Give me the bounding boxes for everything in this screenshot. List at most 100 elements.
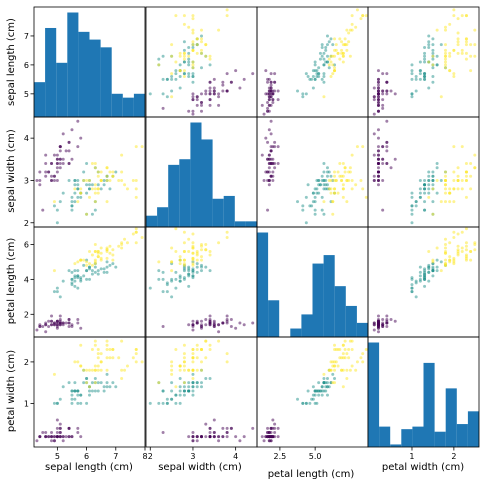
data-point bbox=[267, 178, 271, 182]
data-point bbox=[464, 195, 468, 199]
data-point bbox=[58, 435, 62, 439]
data-point bbox=[431, 66, 435, 70]
data-point bbox=[313, 77, 317, 81]
data-point bbox=[427, 267, 431, 271]
data-point bbox=[187, 265, 191, 269]
data-point bbox=[174, 393, 178, 397]
data-point bbox=[96, 272, 100, 276]
data-point bbox=[212, 430, 216, 434]
data-point bbox=[327, 66, 331, 70]
data-point bbox=[385, 314, 389, 318]
data-point bbox=[376, 69, 380, 73]
data-point bbox=[313, 393, 317, 397]
cell-frame bbox=[367, 336, 480, 448]
data-point bbox=[70, 128, 74, 132]
histogram-bar bbox=[379, 426, 391, 447]
data-point bbox=[238, 439, 242, 443]
data-point bbox=[195, 37, 199, 41]
data-point bbox=[96, 269, 100, 273]
x-tick-label: 5.0 bbox=[309, 452, 322, 461]
data-point bbox=[251, 426, 255, 430]
histogram-bar bbox=[268, 300, 280, 337]
data-point bbox=[427, 60, 431, 64]
data-point bbox=[111, 248, 115, 252]
data-point bbox=[324, 389, 328, 393]
y-tick-label: 2 bbox=[24, 219, 29, 228]
data-point bbox=[325, 54, 329, 58]
data-point bbox=[102, 270, 106, 274]
data-point bbox=[229, 325, 233, 329]
data-point bbox=[266, 106, 270, 110]
data-point bbox=[343, 43, 347, 47]
data-point bbox=[456, 244, 460, 248]
data-point bbox=[73, 279, 77, 283]
data-point bbox=[123, 237, 127, 241]
data-point bbox=[200, 40, 203, 44]
data-point bbox=[452, 200, 456, 204]
data-point bbox=[200, 28, 203, 32]
data-point bbox=[327, 368, 331, 372]
data-point bbox=[70, 397, 74, 401]
data-point bbox=[161, 430, 165, 434]
data-point bbox=[195, 258, 199, 262]
data-point bbox=[341, 385, 345, 389]
data-point bbox=[464, 248, 468, 252]
data-point bbox=[90, 183, 94, 187]
data-point bbox=[195, 368, 199, 372]
data-point bbox=[427, 46, 431, 50]
data-point bbox=[73, 269, 77, 273]
data-point bbox=[338, 347, 342, 351]
data-point bbox=[376, 101, 380, 105]
data-point bbox=[264, 136, 268, 140]
data-point bbox=[225, 235, 229, 239]
data-point bbox=[134, 360, 138, 364]
data-point bbox=[148, 401, 152, 405]
data-point bbox=[58, 295, 62, 299]
data-point bbox=[324, 46, 328, 50]
data-point bbox=[47, 170, 51, 174]
data-point bbox=[376, 145, 380, 149]
data-point bbox=[464, 244, 468, 248]
data-point bbox=[165, 77, 169, 81]
data-point bbox=[52, 435, 56, 439]
data-point bbox=[50, 323, 54, 327]
data-point bbox=[431, 200, 435, 204]
data-point bbox=[266, 208, 270, 212]
data-point bbox=[182, 389, 186, 393]
x-tick-label: 2 bbox=[148, 452, 153, 461]
data-point bbox=[317, 74, 321, 78]
data-point bbox=[76, 321, 80, 325]
data-point bbox=[431, 174, 435, 178]
data-point bbox=[364, 347, 368, 351]
data-point bbox=[178, 274, 182, 278]
data-point bbox=[105, 385, 109, 389]
data-point bbox=[473, 43, 477, 47]
data-point bbox=[52, 372, 56, 376]
data-point bbox=[273, 72, 277, 76]
data-point bbox=[187, 54, 191, 58]
data-point bbox=[157, 381, 161, 385]
cell-petal-width-vs-petal-length bbox=[256, 336, 369, 448]
data-point bbox=[333, 187, 337, 191]
data-point bbox=[336, 364, 340, 368]
data-point bbox=[341, 183, 345, 187]
data-point bbox=[44, 323, 48, 327]
data-point bbox=[376, 149, 380, 153]
data-point bbox=[70, 389, 74, 393]
data-point bbox=[221, 435, 225, 439]
data-point bbox=[70, 204, 74, 208]
data-point bbox=[372, 95, 376, 99]
data-point bbox=[99, 187, 103, 191]
data-point bbox=[88, 249, 91, 253]
data-point bbox=[435, 166, 439, 170]
data-point bbox=[427, 43, 431, 47]
histogram-bar bbox=[401, 429, 413, 447]
data-point bbox=[191, 389, 195, 393]
data-point bbox=[327, 40, 331, 44]
data-point bbox=[260, 103, 264, 107]
data-point bbox=[324, 48, 328, 52]
data-point bbox=[343, 166, 347, 170]
y-axis-label-petal-width: petal width (cm) bbox=[6, 350, 17, 432]
data-point bbox=[448, 69, 452, 73]
data-point bbox=[410, 221, 414, 225]
